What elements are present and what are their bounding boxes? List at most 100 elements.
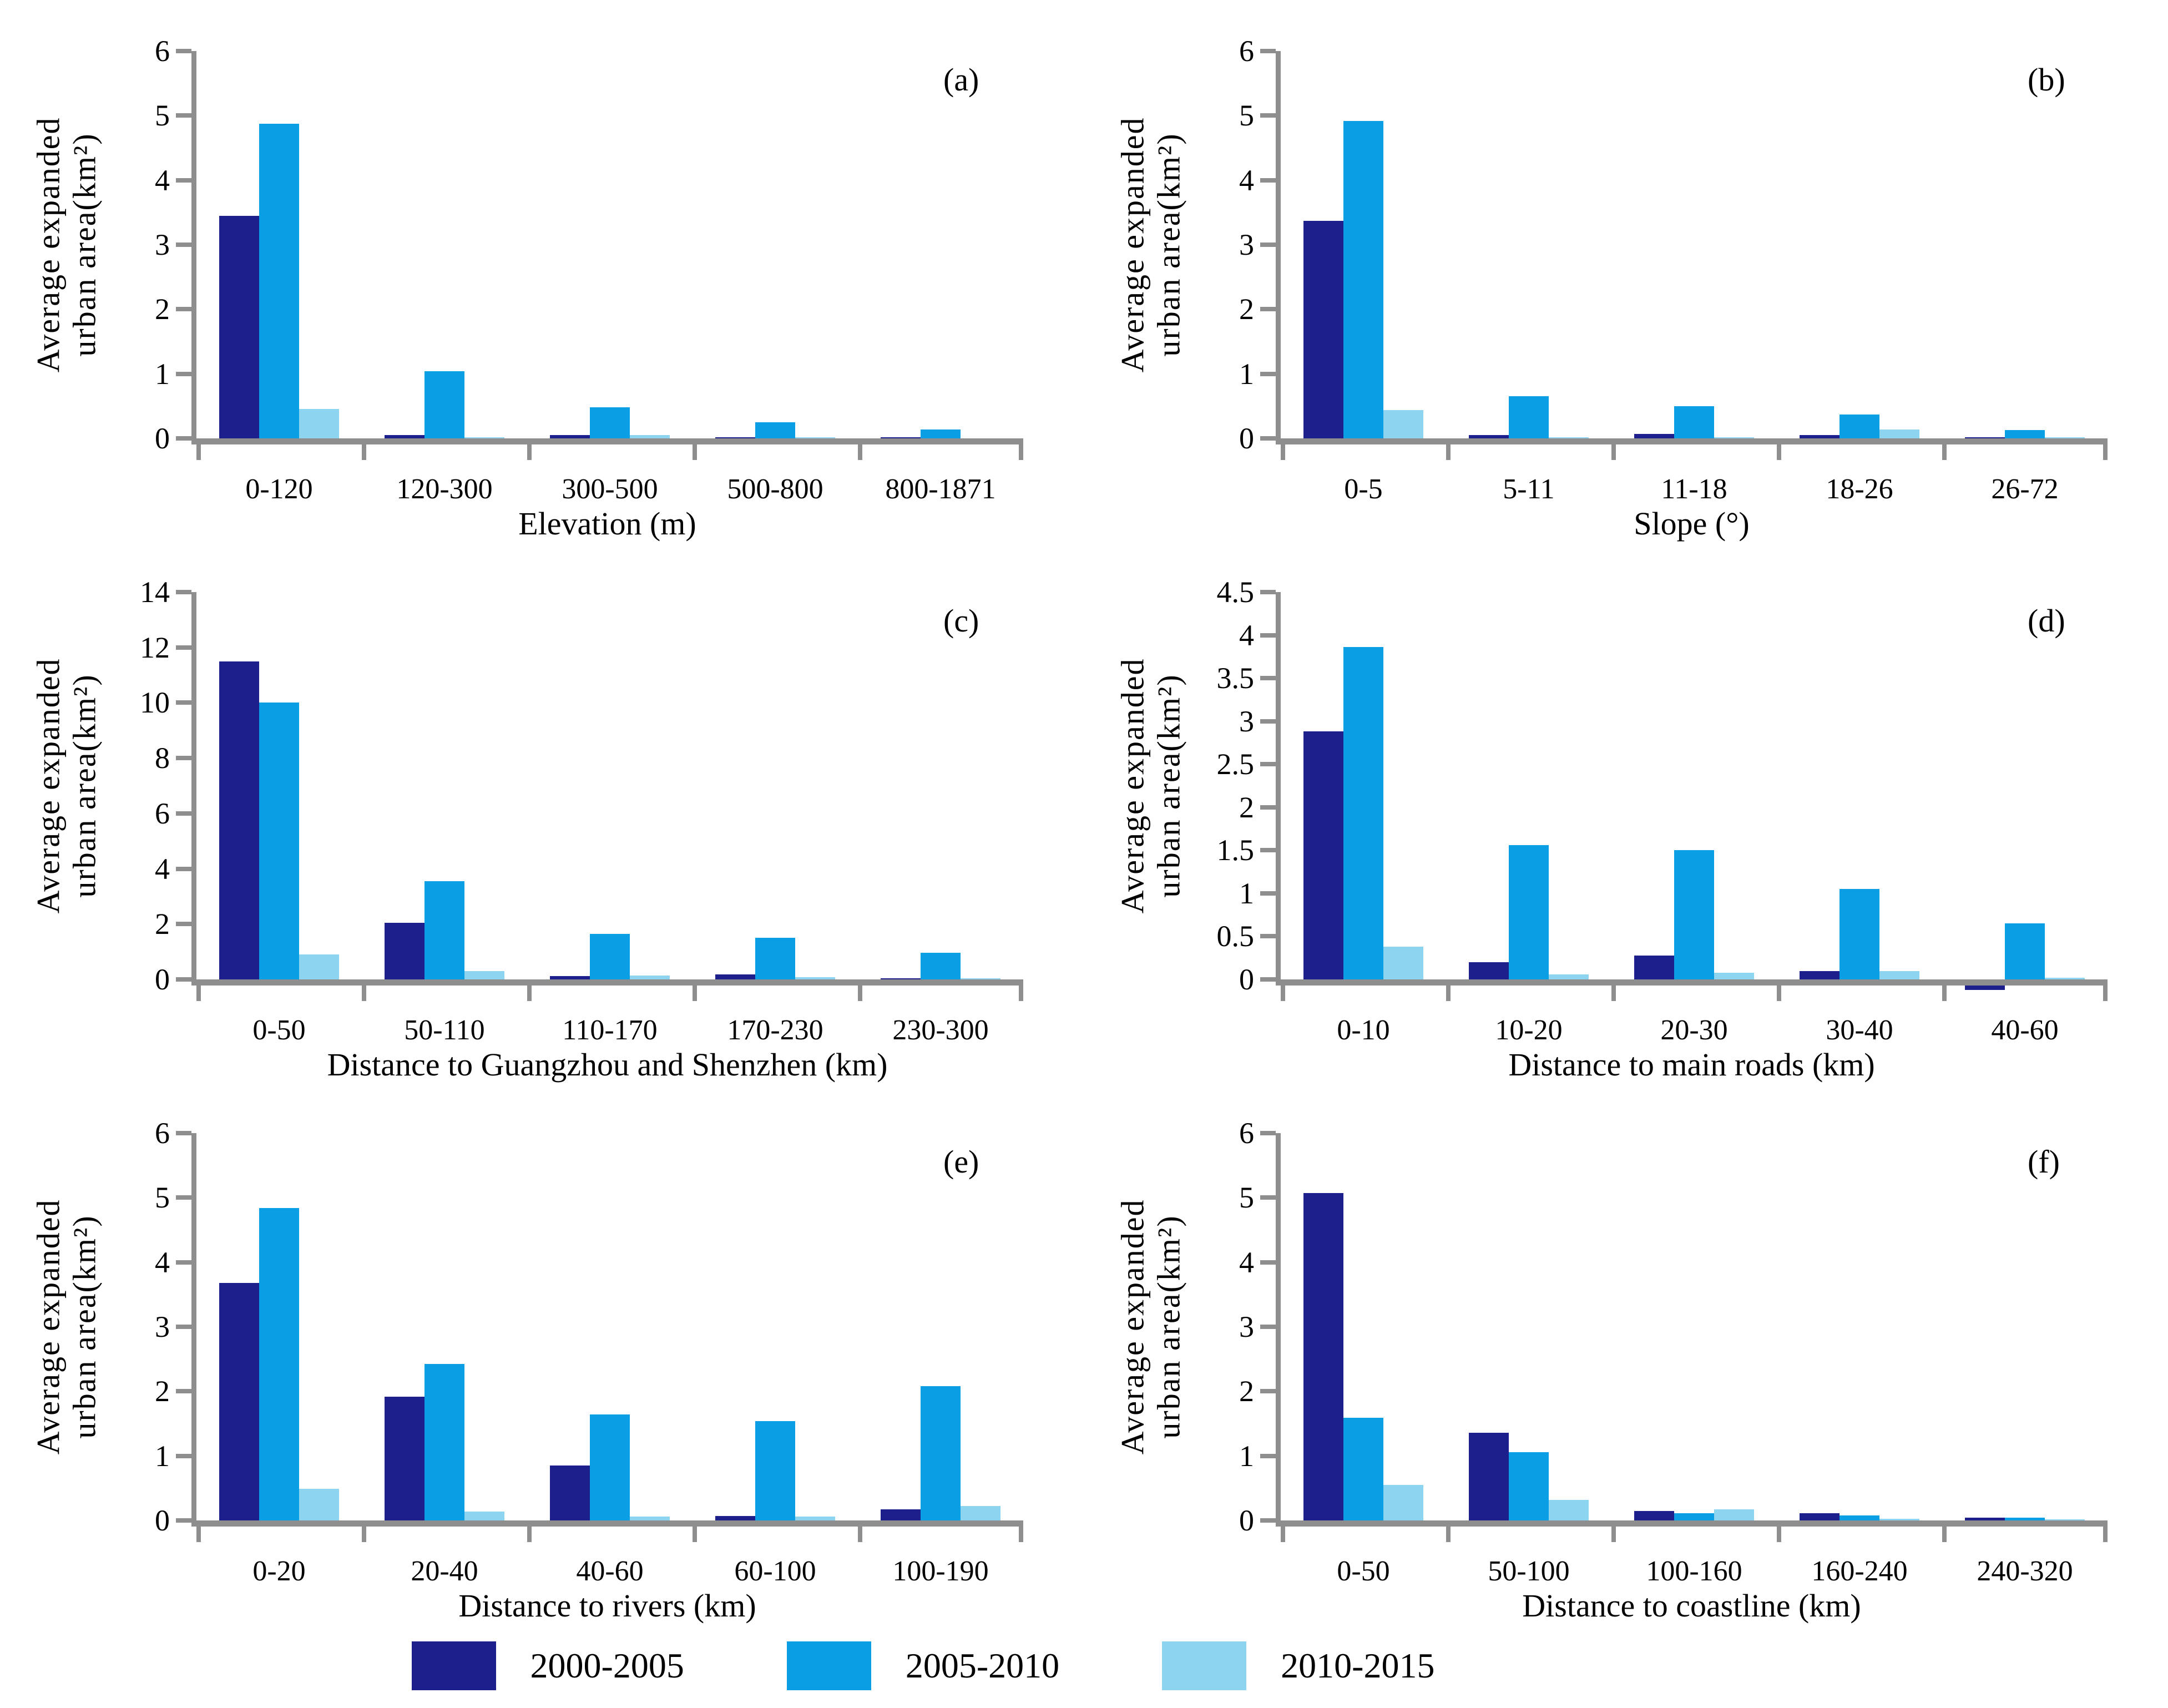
bar-2010-2015-0-50 [299,954,339,979]
y-axis-tick [1260,848,1276,853]
plot-area: 0 1 2 3 4 5 6 0-50 50-100 100-160 160-240 240-320 [1239,1118,2108,1586]
x-axis-tick [858,444,862,460]
bar-2000-2005-20-30 [1634,955,1674,979]
bar-2000-2005-230-300 [881,978,921,979]
x-axis-tick [1611,986,1616,1001]
bar-2010-2015-500-800 [795,437,835,438]
bar-2005-2010-10-20 [1509,845,1549,979]
legend-swatch-2005-2010 [786,1641,871,1690]
x-axis-tick [2103,1527,2108,1542]
x-axis-tick [1019,444,1023,460]
x-axis-tick [2103,444,2108,460]
y-axis-tick [1260,1518,1276,1523]
bar-2005-2010-240-320 [2005,1518,2045,1520]
x-tick-label: 5-11 [1503,473,1555,505]
y-axis-tick [1260,934,1276,939]
y-axis-tick [176,371,191,376]
bar-2010-2015-50-110 [464,971,504,979]
y-axis-tick [176,307,191,312]
y-axis-tick [176,811,191,816]
y-tick-label: 1 [155,357,170,391]
x-axis-tick [527,444,532,460]
x-tick-label: 500-800 [727,473,823,505]
y-axis-tick [176,922,191,927]
y-tick-label: 3 [155,1310,170,1343]
y-tick-label: 4 [155,1245,170,1279]
x-axis-tick [196,986,201,1001]
bar-2005-2010-0-50 [259,703,299,979]
y-tick-label: 6 [155,34,170,68]
bar-2005-2010-800-1871 [921,429,961,438]
plot-area: 0 1 2 3 4 5 6 0-20 20-40 40-60 60-100 100-190 [155,1118,1023,1586]
x-tick-label: 240-320 [1977,1555,2073,1587]
y-axis-tick [176,242,191,247]
bar-2000-2005-5-11 [1469,435,1509,438]
bar-2000-2005-160-240 [1800,1513,1839,1520]
y-axis-label: Average expanded urban area(km²) [1114,658,1187,914]
bar-2000-2005-18-26 [1800,435,1839,438]
bar-2005-2010-0-20 [259,1207,299,1520]
bar-2010-2015-100-160 [1714,1509,1754,1520]
y-axis-tick [1260,178,1276,183]
panel-letter: (c) [943,603,979,639]
y-axis-tick [176,1389,191,1394]
x-axis-tick [1611,444,1616,460]
bar-2010-2015-60-100 [795,1517,835,1520]
x-axis-tick [196,444,201,460]
x-axis-tick [693,1527,697,1542]
x-axis-tick [527,986,532,1001]
bar-2005-2010-50-110 [424,881,464,979]
bar-2000-2005-0-20 [219,1282,259,1520]
panel-letter: (b) [2028,62,2065,98]
legend-swatch-2010-2015 [1162,1641,1247,1690]
y-axis-tick [176,1325,191,1329]
x-axis-tick [527,1527,532,1542]
bar-2005-2010-120-300 [424,371,464,438]
panel-letter: (a) [943,62,979,98]
legend-label: 2010-2015 [1281,1645,1435,1685]
bar-2005-2010-40-60 [2005,923,2045,979]
bar-2000-2005-110-170 [550,976,590,979]
y-axis-tick [1260,719,1276,724]
legend-item-2010-2015: 2010-2015 [1162,1641,1434,1690]
bar-2000-2005-26-72 [1965,437,2005,438]
x-axis-tick [2103,986,2108,1001]
x-axis-title: Distance to coastline (km) [1522,1588,1861,1624]
y-tick-label: 4 [1239,163,1254,197]
bar-2010-2015-26-72 [2045,437,2085,438]
panel-e-distance-rivers: Average expanded urban area(km²) 0 1 2 3 4 5 6 0-… [0,1082,1084,1623]
x-tick-label: 0-10 [1337,1014,1390,1046]
x-tick-label: 100-190 [892,1555,989,1587]
x-tick-label: 26-72 [1991,473,2059,505]
bar-2010-2015-11-18 [1714,437,1754,438]
x-tick-label: 0-120 [245,473,313,505]
y-tick-label: 0.5 [1216,919,1255,953]
x-axis-tick [1281,444,1285,460]
plot-area: 0 2 4 6 8 10 12 14 0-50 50-110 110-170 170-230 230-3… [140,577,1023,1045]
bar-2005-2010-300-500 [590,407,630,438]
bar-2010-2015-18-26 [1879,429,1919,438]
bar-2000-2005-120-300 [385,435,424,438]
bar-2010-2015-120-300 [464,437,504,438]
y-tick-label: 1.5 [1216,833,1255,867]
bar-2005-2010-230-300 [921,952,961,979]
x-tick-label: 50-110 [404,1014,485,1046]
y-tick-label: 3 [1239,1310,1254,1343]
x-axis-tick [196,1527,201,1542]
bar-2000-2005-50-110 [385,922,424,979]
x-axis-tick [362,444,366,460]
bar-2000-2005-500-800 [715,437,755,438]
y-tick-label: 3 [1239,704,1254,738]
bar-2005-2010-30-40 [1839,889,1879,979]
bar-2010-2015-5-11 [1549,437,1589,438]
y-axis-tick [1260,633,1276,638]
x-axis-tick [1446,444,1451,460]
x-axis-tick [1019,986,1023,1001]
plot-area: 0 0.5 1 1.5 2 2.5 3 3.5 4 4.5 0-10 10-20 20-30 30-40 4… [1217,577,2108,1045]
y-axis-tick [1260,1131,1276,1135]
y-tick-label: 4 [1239,1245,1254,1279]
y-axis-tick [1260,371,1276,376]
y-tick-label: 6 [1239,1116,1254,1150]
bar-2005-2010-0-10 [1343,647,1383,979]
bar-2000-2005-800-1871 [881,437,921,438]
